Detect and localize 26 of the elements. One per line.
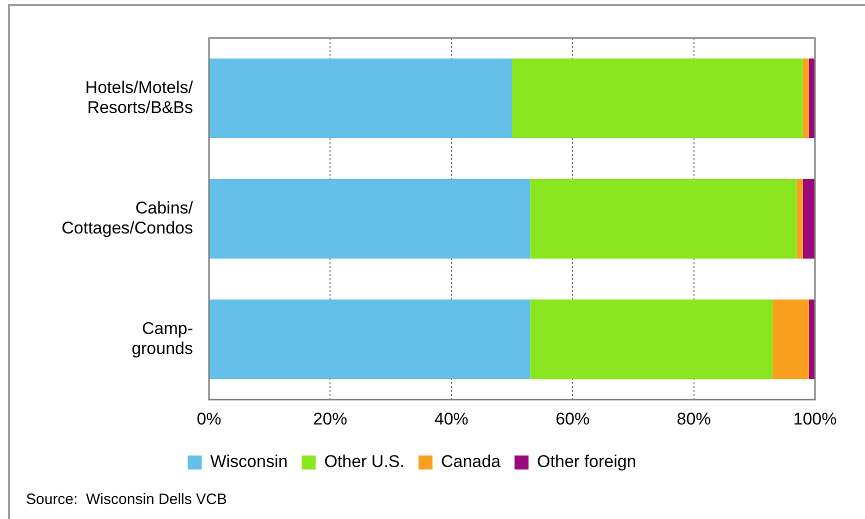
legend-label: Other foreign: [537, 452, 636, 472]
bar: [772, 300, 809, 380]
bar: [210, 300, 530, 380]
bar: [802, 179, 815, 259]
legend-label: Wisconsin: [210, 452, 288, 472]
bar: [808, 58, 815, 138]
y-tick-label: Camp- grounds: [132, 318, 193, 358]
x-tick-label: 100%: [793, 409, 837, 428]
bar: [210, 179, 530, 259]
bar: [808, 300, 815, 380]
legend-label: Other U.S.: [324, 452, 405, 472]
bar: [530, 179, 797, 259]
x-tick-label: 20%: [313, 409, 348, 428]
bar: [512, 58, 803, 138]
bar: [210, 58, 512, 138]
bar: [796, 179, 803, 259]
x-tick-label: 40%: [434, 409, 468, 428]
bar: [802, 58, 809, 138]
x-tick-label: 0%: [196, 409, 222, 428]
x-tick-label: 80%: [676, 409, 711, 428]
y-tick-label: Hotels/Motels/ Resorts/B&Bs: [85, 78, 194, 118]
x-tick-label: 60%: [556, 409, 590, 428]
y-tick-label: Cabins/ Cottages/Condos: [62, 198, 194, 238]
bar: [530, 300, 773, 380]
legend-label: Canada: [441, 452, 502, 472]
source-note: Source: Wisconsin Dells VCB: [26, 491, 227, 508]
